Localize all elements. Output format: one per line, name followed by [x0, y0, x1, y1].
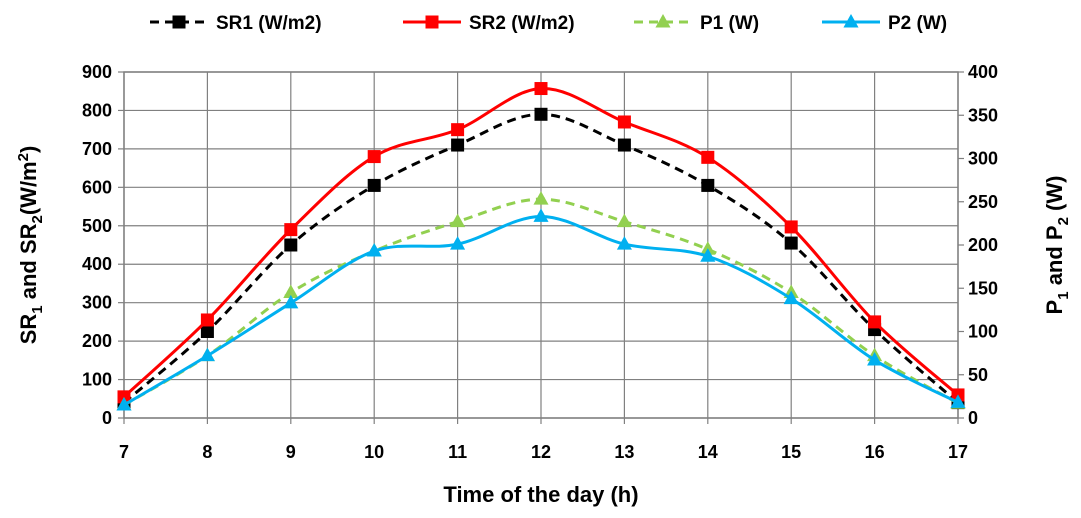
x-tick-label: 10	[364, 442, 384, 462]
series-4	[116, 208, 966, 411]
right-tick-label: 400	[968, 62, 998, 82]
data-point	[533, 191, 549, 205]
data-point	[200, 325, 214, 338]
legend-item-1: SR1 (W/m2)	[150, 13, 322, 34]
data-point	[283, 284, 299, 299]
data-point	[700, 248, 716, 262]
left-axis-ticks: 0 100 200 300 400 500 600 700 800 900	[82, 62, 124, 428]
left-tick-label: 500	[82, 216, 112, 236]
data-point	[366, 242, 382, 257]
data-point	[284, 238, 298, 252]
data-point	[367, 150, 381, 164]
left-tick-label: 900	[82, 62, 112, 82]
data-point	[616, 213, 632, 228]
x-tick-label: 16	[865, 442, 885, 462]
series-2	[117, 82, 965, 404]
data-point	[533, 208, 549, 222]
data-point	[784, 220, 798, 234]
x-tick-label: 17	[948, 442, 968, 462]
left-tick-label: 400	[82, 254, 112, 274]
right-tick-label: 150	[968, 278, 998, 298]
data-point	[784, 236, 798, 250]
x-axis-title: Time of the day (h)	[443, 482, 638, 507]
data-point	[117, 390, 131, 404]
data-point	[200, 313, 214, 327]
left-tick-label: 100	[82, 370, 112, 390]
data-point	[116, 396, 132, 411]
legend-marker	[172, 15, 186, 29]
right-tick-label: 100	[968, 322, 998, 342]
data-point	[783, 290, 799, 305]
left-tick-label: 200	[82, 331, 112, 351]
x-tick-label: 11	[448, 442, 467, 462]
x-tick-label: 12	[531, 442, 551, 462]
legend-label: SR2 (W/m2)	[469, 13, 575, 34]
data-point	[450, 213, 466, 228]
x-tick-label: 13	[614, 442, 634, 462]
legend-marker	[655, 13, 671, 28]
data-point	[199, 347, 215, 362]
left-tick-label: 0	[102, 408, 112, 428]
data-point	[367, 178, 381, 192]
x-tick-label: 7	[119, 442, 129, 462]
legend-item-4: P2 (W)	[822, 13, 947, 34]
data-point	[451, 123, 465, 137]
left-tick-label: 300	[82, 293, 112, 313]
x-tick-label: 14	[698, 442, 718, 462]
series-group	[116, 82, 966, 411]
left-tick-label: 800	[82, 100, 112, 120]
y-axis-right-title: P1 and P2 (W)	[1042, 176, 1072, 315]
legend-marker	[425, 15, 439, 29]
left-tick-label: 600	[82, 177, 112, 197]
right-tick-label: 350	[968, 105, 998, 125]
data-point	[450, 236, 466, 250]
data-point	[700, 241, 716, 255]
data-point	[451, 138, 465, 152]
data-point	[701, 178, 715, 192]
right-tick-label: 300	[968, 149, 998, 169]
left-tick-label: 700	[82, 139, 112, 159]
data-point	[617, 115, 631, 129]
x-tick-label: 8	[202, 442, 212, 462]
data-point	[283, 294, 299, 309]
legend-label: P2 (W)	[888, 13, 947, 34]
x-tick-label: 15	[781, 442, 801, 462]
legend: SR1 (W/m2) SR2 (W/m2) P1 (W) P2 (W)	[150, 13, 947, 34]
right-axis-ticks: 0 50 100 150 200 250 300 350 400	[958, 62, 998, 428]
right-tick-label: 250	[968, 192, 998, 212]
data-point	[701, 150, 715, 164]
legend-label: SR1 (W/m2)	[216, 13, 322, 34]
legend-marker	[843, 13, 859, 28]
data-point	[868, 315, 882, 329]
y-axis-left-title: SR1 and SR2(W/m2)	[15, 146, 46, 345]
data-point	[284, 223, 298, 237]
x-axis-ticks: 7 8 9 10 11 12 13 14 15 16 17	[119, 418, 968, 462]
right-tick-label: 200	[968, 235, 998, 255]
legend-item-2: SR2 (W/m2)	[403, 13, 575, 34]
x-tick-label: 9	[286, 442, 296, 462]
legend-item-3: P1 (W)	[634, 13, 759, 34]
data-point	[617, 138, 631, 152]
right-tick-label: 0	[968, 408, 978, 428]
right-tick-label: 50	[968, 365, 988, 385]
legend-label: P1 (W)	[700, 13, 759, 34]
data-point	[616, 236, 632, 250]
data-point	[867, 351, 883, 366]
data-point	[534, 82, 548, 96]
data-point	[534, 107, 548, 121]
data-point	[950, 394, 966, 408]
